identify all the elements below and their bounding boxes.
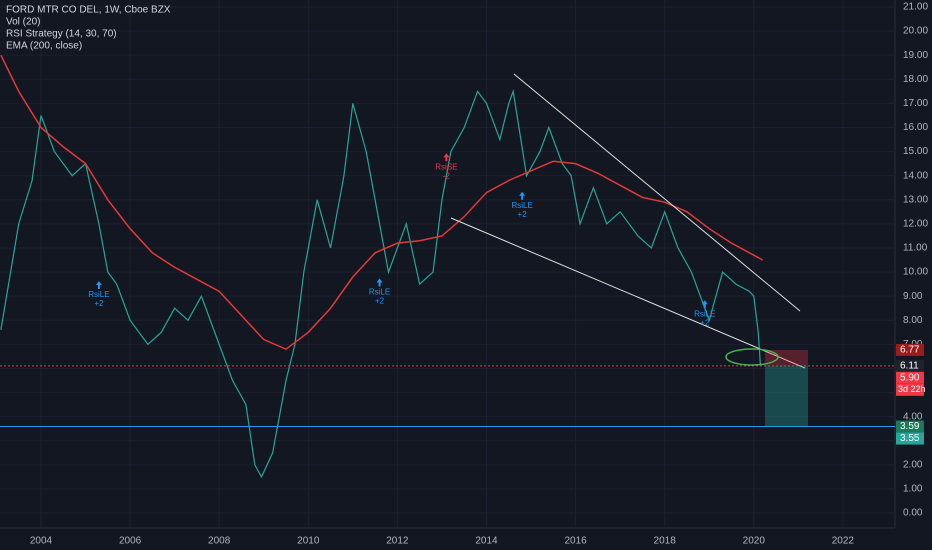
x-tick-label: 2010 [297, 536, 320, 547]
signal-qty: +2 [700, 318, 710, 327]
x-tick-label: 2022 [832, 536, 855, 547]
symbol-title: FORD MTR CO DEL, 1W, Cboe BZX [6, 5, 171, 16]
y-tick-label: 13.00 [903, 194, 928, 205]
indicator-label: Vol (20) [6, 17, 40, 28]
y-tick-label: 16.00 [903, 122, 928, 133]
signal-arrow [95, 280, 102, 289]
y-tick-label: 12.00 [903, 219, 928, 230]
price-tag [896, 359, 924, 372]
y-tick-label: 4.00 [903, 411, 923, 422]
plot [0, 54, 895, 479]
x-tick-label: 2018 [654, 536, 677, 547]
y-tick-label: 19.00 [903, 50, 928, 61]
y-tick-label: 9.00 [903, 291, 923, 302]
countdown-label: 3d 22h [898, 384, 926, 394]
countdown-tag [896, 383, 924, 396]
y-tick-label: 15.00 [903, 146, 928, 157]
price-tag [896, 420, 924, 433]
target-zone [765, 366, 808, 427]
y-tick-label: 10.00 [903, 267, 928, 278]
price-tag-label: 6.11 [900, 360, 919, 371]
y-tick-label: 1.00 [903, 484, 923, 495]
price-line [0, 54, 764, 351]
x-tick-label: 2008 [208, 536, 231, 547]
signal-label: RsiSE [435, 162, 457, 171]
signal-qty: +2 [518, 210, 528, 219]
grid [0, 0, 895, 528]
price-line [0, 88, 762, 479]
trend-line [450, 217, 806, 369]
signal-arrow [519, 191, 526, 200]
indicator-label: RSI Strategy (14, 30, 70) [6, 29, 117, 40]
x-tick-label: 2016 [564, 536, 587, 547]
price-tag [896, 432, 924, 445]
x-tick-label: 2006 [119, 536, 142, 547]
price-tag-label: 3.55 [900, 433, 920, 444]
y-tick-label: 8.00 [903, 315, 923, 326]
x-tick-label: 2004 [30, 536, 53, 547]
price-tag [896, 371, 924, 384]
signal-qty: -2 [443, 171, 451, 180]
signal-arrow [701, 300, 708, 309]
signal-label: RsiLE [369, 288, 390, 297]
signal-qty: +2 [375, 297, 385, 306]
y-tick-label: 14.00 [903, 170, 928, 181]
price-tag-label: 6.77 [900, 345, 920, 356]
signal-qty: +2 [94, 299, 104, 308]
y-tick-label: 21.00 [903, 2, 928, 13]
x-tick-label: 2014 [475, 536, 498, 547]
y-tick-label: 11.00 [903, 243, 928, 254]
trend-line [513, 73, 801, 312]
indicator-label: EMA (200, close) [6, 41, 82, 52]
signal-arrow [443, 153, 450, 162]
x-tick-label: 2020 [743, 536, 766, 547]
signal-label: RsiLE [511, 201, 532, 210]
signal-label: RsiLE [694, 309, 715, 318]
y-tick-label: 0.00 [903, 508, 923, 519]
signal-arrow [376, 278, 383, 287]
y-tick-label: 2.00 [903, 460, 923, 471]
price-tag [896, 343, 924, 356]
y-tick-label: 18.00 [903, 74, 928, 85]
highlight-ellipse [725, 348, 779, 366]
y-tick-label: 17.00 [903, 98, 928, 109]
x-tick-label: 2012 [386, 536, 409, 547]
price-tag-label: 3.59 [900, 421, 920, 432]
price-tag-label: 5.90 [900, 372, 920, 383]
y-tick-label: 20.00 [903, 26, 928, 37]
signal-label: RsiLE [88, 290, 109, 299]
